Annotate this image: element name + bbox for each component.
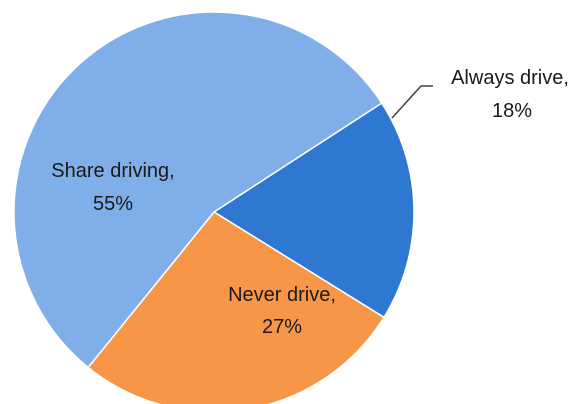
pie-slices — [14, 12, 414, 404]
slice-label-always-drive-value: 18% — [492, 100, 532, 122]
slice-label-never-drive-name: Never drive, — [228, 284, 336, 306]
slice-label-share-driving-value: 55% — [93, 193, 133, 215]
slice-label-never-drive-value: 27% — [262, 316, 302, 338]
always-drive-leader-line — [392, 86, 421, 118]
slice-label-always-drive-name: Always drive, — [451, 67, 569, 89]
slice-label-share-driving-name: Share driving, — [51, 160, 174, 182]
